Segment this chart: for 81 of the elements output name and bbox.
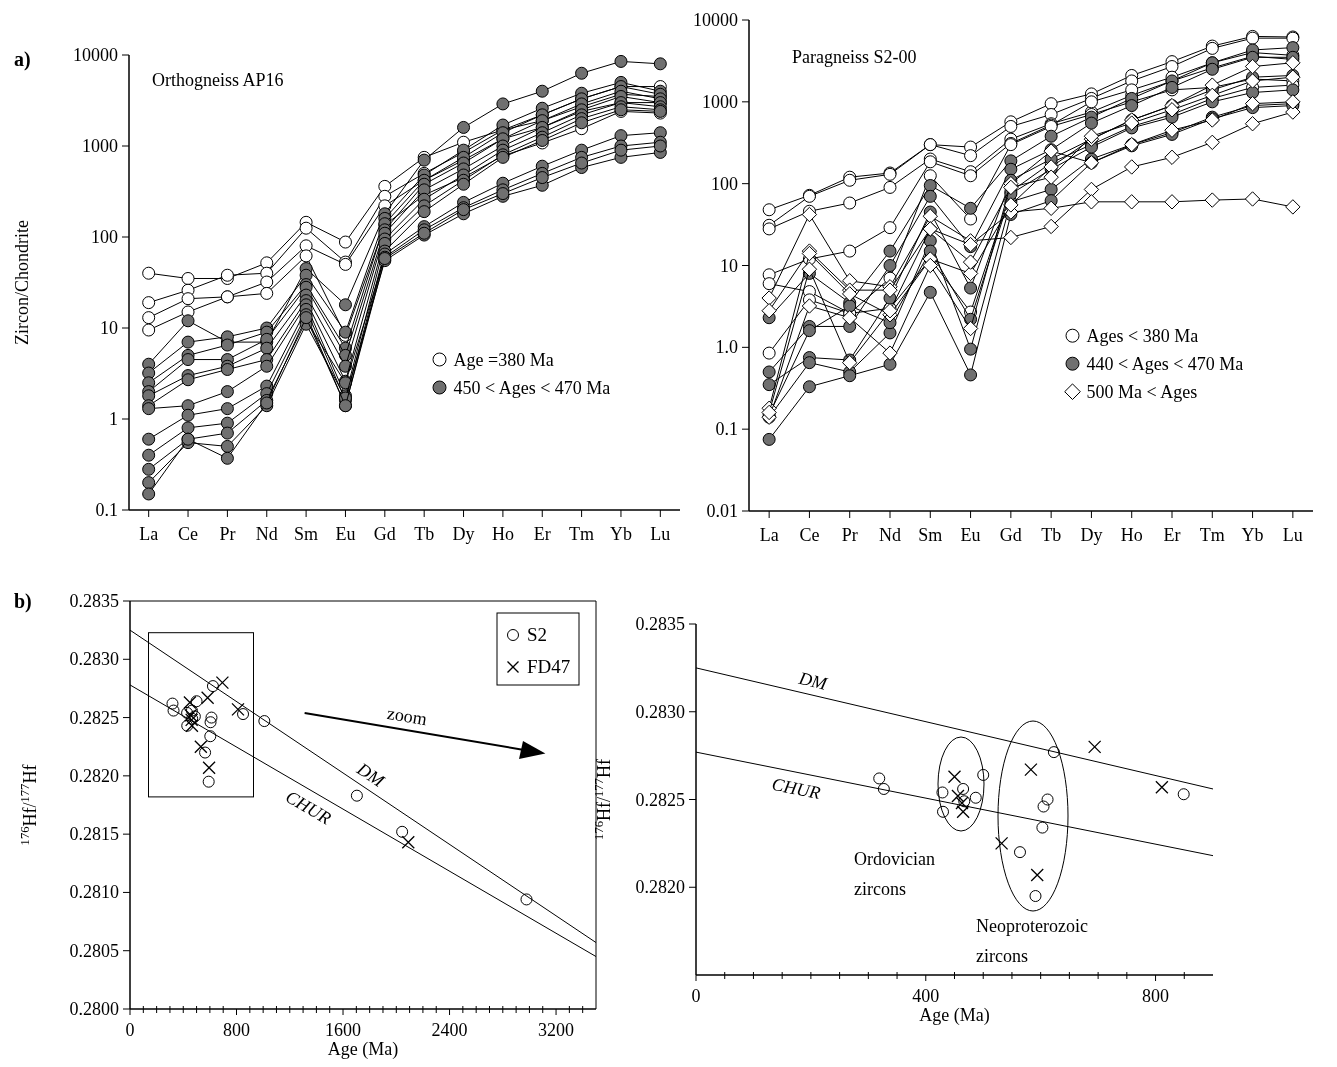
x-tick-label: Ce	[178, 524, 199, 544]
y-tick-label: 0.2820	[635, 877, 685, 898]
x-tick-label: Tm	[569, 524, 595, 544]
x-tick-label: Eu	[960, 525, 981, 545]
x-tick-label: Ce	[799, 525, 820, 545]
y-tick-label: 0.2835	[69, 591, 119, 611]
x-axis-title: Age (Ma)	[327, 1039, 399, 1060]
text: b)	[14, 590, 32, 613]
x-tick-label: Gd	[373, 524, 396, 544]
x-tick-label: 400	[912, 986, 940, 1006]
legend-label: 440 < Ages < 470 Ma	[1086, 353, 1244, 374]
text: a)	[14, 48, 31, 71]
x-tick-label: Yb	[609, 524, 632, 544]
y-tick-label: 100	[91, 227, 118, 247]
y-tick-label: 1000	[702, 91, 738, 112]
y-tick-label: 1000	[82, 136, 118, 156]
y-tick-label: 1.0	[715, 337, 738, 358]
x-tick-label: La	[759, 525, 779, 545]
x-tick-label: 800	[1142, 986, 1170, 1006]
y-tick-label: 0.2820	[69, 765, 119, 786]
x-tick-label: Pr	[841, 525, 858, 545]
x-tick-label: La	[139, 524, 159, 544]
x-tick-label: Lu	[1282, 525, 1303, 545]
x-tick-label: Ho	[1120, 525, 1143, 545]
y-axis-title: Zircon/Chondrite	[12, 220, 32, 345]
x-tick-label: 0	[691, 986, 701, 1006]
text: Paragneiss S2-00	[792, 47, 917, 67]
x-tick-label: Tb	[414, 524, 435, 544]
y-tick-label: 0.2825	[69, 707, 119, 728]
x-tick-label: Lu	[650, 524, 671, 544]
x-tick-label: Gd	[999, 525, 1022, 545]
text: DM	[796, 667, 830, 695]
y-tick-label: 0.1	[715, 419, 738, 440]
x-tick-label: Ho	[491, 524, 514, 544]
x-tick-label: 0	[125, 1020, 135, 1040]
y-tick-label: 0.2830	[69, 649, 119, 670]
legend-label: Age =380 Ma	[453, 349, 554, 370]
legend-label: FD47	[527, 656, 571, 677]
x-tick-label: Er	[533, 524, 551, 544]
x-tick-label: Nd	[255, 524, 278, 544]
x-tick-label: Dy	[1080, 525, 1103, 545]
x-tick-label: Nd	[879, 525, 901, 545]
y-tick-label: 10	[720, 255, 738, 276]
y-tick-label: 0.1	[95, 500, 118, 520]
annotation: zoom	[385, 702, 429, 730]
y-tick-label: 0.2810	[69, 882, 119, 903]
x-tick-label: Eu	[335, 524, 356, 544]
annotation: Neoproterozoic zircons	[976, 916, 1088, 966]
x-tick-label: Pr	[219, 524, 236, 544]
y-tick-label: 0.2805	[69, 940, 119, 961]
text: DM	[352, 758, 389, 792]
x-tick-label: 3200	[538, 1020, 575, 1040]
legend-label: 450 < Ages < 470 Ma	[453, 377, 611, 398]
y-tick-label: 0.2835	[635, 614, 685, 634]
legend-label: 500 Ma < Ages	[1086, 381, 1198, 402]
x-tick-label: Dy	[452, 524, 475, 544]
y-tick-label: 10	[100, 318, 118, 338]
y-tick-label: 0.2830	[635, 701, 685, 722]
x-axis-title: Age (Ma)	[919, 1005, 990, 1026]
x-tick-label: Er	[1163, 525, 1181, 545]
text: CHUR	[770, 773, 823, 804]
x-tick-label: Yb	[1241, 525, 1264, 545]
x-tick-label: Sm	[918, 525, 943, 545]
legend-label: Ages < 380 Ma	[1086, 325, 1199, 346]
y-tick-label: 10000	[73, 45, 118, 65]
x-tick-label: Tm	[1199, 525, 1225, 545]
legend-label: S2	[527, 624, 548, 645]
text: Orthogneiss AP16	[152, 70, 284, 90]
y-tick-label: 100	[711, 173, 738, 194]
x-tick-label: 2400	[431, 1020, 468, 1040]
y-tick-label: 10000	[693, 10, 738, 30]
y-tick-label: 1	[109, 409, 118, 429]
y-tick-label: 0.2825	[635, 789, 685, 810]
y-tick-label: 0.01	[706, 501, 738, 521]
x-tick-label: 1600	[325, 1020, 362, 1040]
x-tick-label: Tb	[1041, 525, 1062, 545]
y-tick-label: 0.2815	[69, 824, 119, 845]
y-tick-label: 0.2800	[69, 999, 119, 1019]
x-tick-label: 800	[223, 1020, 251, 1040]
x-tick-label: Sm	[294, 524, 319, 544]
annotation: Ordovician zircons	[854, 849, 935, 899]
